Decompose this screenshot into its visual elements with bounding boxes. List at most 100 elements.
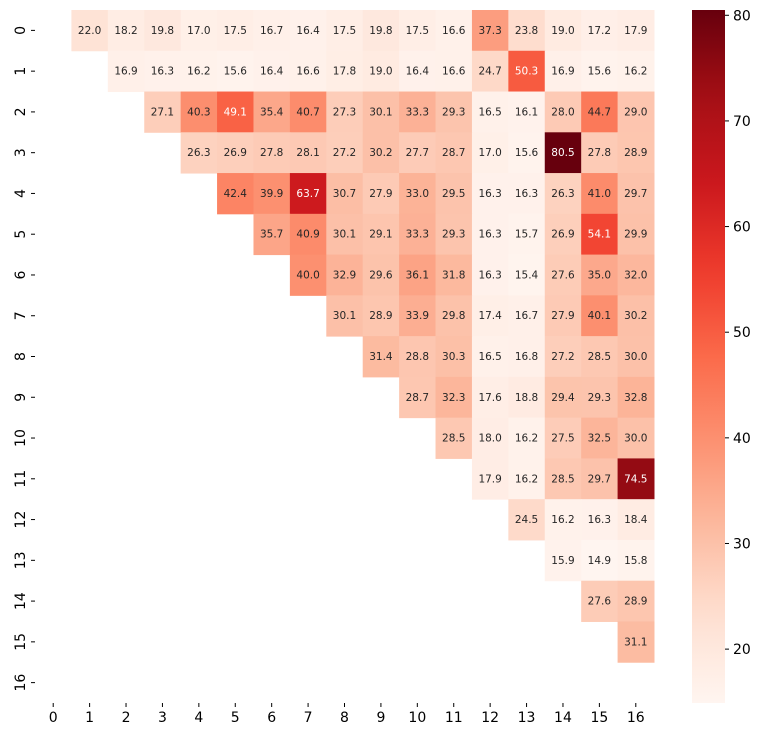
heatmap-cell-r7-c8: [326, 295, 364, 337]
x-tick-label-2: 2: [122, 710, 131, 726]
heatmap-cell-label-r10-c16: 30.0: [624, 433, 647, 445]
heatmap-cell-label-r5-c13: 15.7: [515, 229, 538, 241]
heatmap-cell-r11-c15: [581, 458, 619, 500]
heatmap-cell-r1-c2: [107, 50, 145, 93]
heatmap-cell-label-r7-c15: 40.1: [588, 310, 611, 322]
heatmap-cell-label-r2-c4: 40.3: [187, 106, 210, 118]
heatmap-cell-label-r7-c10: 33.9: [406, 310, 429, 322]
heatmap-cell-r7-c12: [471, 295, 509, 337]
x-tick-label-16: 16: [627, 710, 645, 726]
heatmap-cell-label-r6-c9: 29.6: [369, 269, 393, 281]
heatmap-cell-r3-c15: [581, 132, 619, 174]
heatmap-cell-r4-c5: [217, 173, 254, 215]
heatmap-cell-r1-c4: [180, 50, 218, 93]
heatmap-cell-r0-c2: [107, 10, 145, 52]
heatmap-cell-r8-c9: [362, 336, 400, 378]
heatmap-cell-r1-c15: [581, 50, 619, 93]
y-tick-label-10: 10: [13, 429, 29, 447]
heatmap-cell-label-r5-c16: 29.9: [624, 229, 647, 241]
heatmap-cell-r1-c11: [435, 50, 473, 93]
heatmap-cell-label-r3-c13: 15.6: [515, 147, 539, 159]
heatmap-cell-label-r0-c9: 19.8: [369, 25, 392, 37]
heatmap-cell-r4-c10: [399, 173, 437, 215]
heatmap-cell-label-r5-c6: 35.7: [260, 229, 283, 241]
heatmap-cell-r4-c11: [435, 173, 473, 215]
y-tick-label-8: 8: [13, 352, 29, 361]
heatmap-cell-r11-c14: [544, 458, 582, 500]
heatmap-cell-r3-c12: [471, 132, 509, 174]
heatmap-cell-r6-c14: [544, 254, 582, 296]
heatmap-cell-label-r1-c4: 16.2: [187, 66, 210, 78]
heatmap-cell-label-r6-c15: 35.0: [588, 269, 611, 281]
heatmap-cell-label-r8-c12: 16.5: [478, 351, 501, 363]
heatmap-cell-label-r12-c15: 16.3: [588, 514, 611, 526]
heatmap-cell-r2-c16: [617, 91, 655, 133]
heatmap-cell-label-r10-c14: 27.5: [551, 433, 574, 445]
x-tick-label-1: 1: [85, 710, 94, 726]
heatmap-cell-label-r11-c15: 29.7: [588, 473, 611, 485]
heatmap-cell-r15-c16: [617, 621, 655, 663]
x-tick-label-11: 11: [445, 710, 463, 726]
heatmap-cell-r2-c12: [471, 91, 509, 133]
heatmap-cell-label-r7-c8: 30.1: [333, 310, 356, 322]
heatmap-cell-label-r14-c15: 27.6: [588, 596, 612, 608]
heatmap-cell-r1-c16: [617, 50, 655, 93]
heatmap-cell-r1-c6: [253, 50, 291, 93]
heatmap-cell-label-r9-c11: 32.3: [442, 392, 465, 404]
heatmap-cell-r0-c13: [508, 10, 546, 52]
heatmap-cell-r7-c14: [544, 295, 582, 337]
y-tick-label-3: 3: [13, 148, 29, 157]
heatmap-cell-label-r0-c12: 37.3: [478, 25, 501, 37]
heatmap-cell-r6-c10: [399, 254, 437, 296]
heatmap-cell-label-r6-c16: 32.0: [624, 269, 647, 281]
heatmap-cell-label-r4-c12: 16.3: [478, 188, 501, 200]
heatmap-cell-label-r3-c16: 28.9: [624, 147, 647, 159]
heatmap-cell-r11-c16: [617, 458, 655, 500]
heatmap-cell-label-r8-c13: 16.8: [515, 351, 538, 363]
heatmap-cell-label-r11-c12: 17.9: [478, 473, 501, 485]
heatmap-cell-label-r9-c15: 29.3: [588, 392, 611, 404]
heatmap-cell-r1-c5: [217, 50, 254, 93]
heatmap-cell-label-r6-c8: 32.9: [333, 269, 356, 281]
x-tick-label-15: 15: [590, 710, 608, 726]
x-tick-label-8: 8: [340, 710, 349, 726]
heatmap-cell-label-r9-c16: 32.8: [624, 392, 647, 404]
heatmap-cell-r3-c7: [289, 132, 327, 174]
heatmap-cell-r3-c4: [180, 132, 218, 174]
heatmap-cell-label-r5-c8: 30.1: [333, 229, 356, 241]
heatmap-cell-label-r2-c10: 33.3: [406, 106, 429, 118]
heatmap-cell-r0-c9: [362, 10, 400, 52]
heatmap-cell-label-r1-c3: 16.3: [151, 66, 174, 78]
x-tick-label-3: 3: [158, 710, 167, 726]
heatmap-cell-label-r7-c16: 30.2: [624, 310, 647, 322]
heatmap-cell-label-r2-c5: 49.1: [224, 106, 247, 118]
colorbar-gradient: [692, 10, 725, 703]
heatmap-cell-r8-c13: [508, 336, 546, 378]
heatmap-cell-r1-c12: [471, 50, 509, 93]
heatmap-cell-r4-c15: [581, 173, 619, 215]
heatmap-cell-label-r4-c8: 30.7: [333, 188, 356, 200]
heatmap-cell-label-r5-c14: 26.9: [551, 229, 574, 241]
heatmap-cell-label-r2-c3: 27.1: [151, 106, 174, 118]
colorbar-tick-label-3: 50: [733, 325, 751, 341]
heatmap-cell-r4-c16: [617, 173, 655, 215]
heatmap-cell-label-r6-c11: 31.8: [442, 269, 465, 281]
heatmap-cell-r4-c9: [362, 173, 400, 215]
heatmap-cell-r1-c8: [326, 50, 364, 93]
heatmap-cell-label-r4-c5: 42.4: [224, 188, 248, 200]
colorbar-tick-label-2: 40: [733, 431, 751, 447]
heatmap-cell-label-r8-c9: 31.4: [369, 351, 393, 363]
heatmap-cell-r4-c12: [471, 173, 509, 215]
heatmap-cell-r2-c13: [508, 91, 546, 133]
heatmap-cell-labels: 22.0 18.2 19.8 17.0 17.5 16.7 16.4 17.5 19.8 17.5…: [78, 25, 648, 648]
heatmap-cell-r5-c10: [399, 213, 437, 256]
heatmap-cell-label-r14-c16: 28.9: [624, 596, 647, 608]
heatmap-cell-label-r2-c14: 28.0: [551, 106, 574, 118]
heatmap-cell-label-r0-c15: 17.2: [588, 25, 611, 37]
heatmap-cell-label-r7-c12: 17.4: [478, 310, 502, 322]
heatmap-cell-r5-c16: [617, 213, 655, 256]
heatmap-cell-r2-c10: [399, 91, 437, 133]
heatmap-cell-label-r4-c9: 27.9: [369, 188, 392, 200]
x-tick-label-7: 7: [304, 710, 313, 726]
heatmap-cell-r7-c16: [617, 295, 655, 337]
